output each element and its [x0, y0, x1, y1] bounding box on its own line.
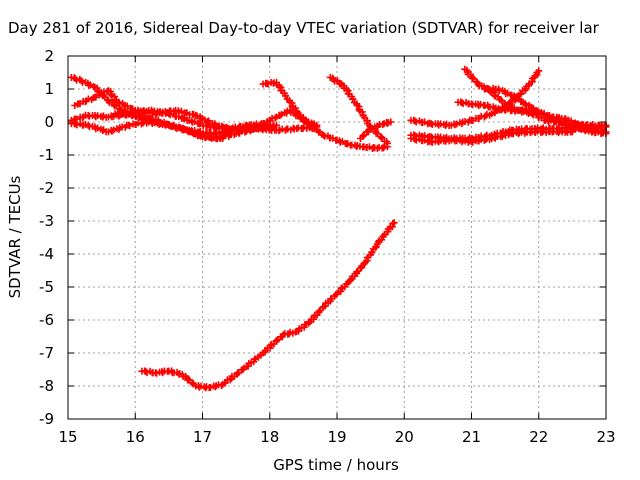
- data-point: [298, 115, 306, 123]
- data-point: [568, 128, 576, 136]
- data-point: [266, 125, 274, 133]
- data-point: [179, 114, 187, 122]
- y-tick-label: -3: [39, 212, 54, 230]
- series-trace-9: [357, 118, 395, 142]
- y-tick-label: 1: [44, 80, 54, 98]
- data-point: [390, 219, 398, 227]
- data-point: [490, 91, 498, 99]
- data-point: [94, 112, 102, 120]
- series-trace-6: [259, 78, 391, 152]
- series-trace-7: [239, 106, 321, 131]
- x-tick-label: 22: [529, 428, 548, 446]
- data-point: [146, 115, 154, 123]
- series-trace-15: [407, 127, 576, 146]
- data-point: [94, 124, 102, 132]
- x-tick-label: 19: [327, 428, 346, 446]
- data-point: [226, 376, 234, 384]
- data-point: [562, 127, 570, 135]
- data-point: [514, 130, 522, 138]
- data-point: [90, 82, 98, 90]
- data-point: [313, 121, 321, 129]
- y-tick-label: -6: [39, 311, 54, 329]
- data-point: [383, 139, 391, 147]
- data-point: [535, 67, 543, 75]
- x-tick-label: 23: [596, 428, 615, 446]
- plot-area-frame: [67, 55, 607, 420]
- data-point: [271, 114, 279, 122]
- x-axis-label: GPS time / hours: [273, 456, 399, 474]
- x-tick-label: 15: [58, 428, 77, 446]
- y-tick-label: 2: [44, 47, 54, 65]
- data-point: [389, 220, 397, 228]
- data-point: [533, 107, 541, 115]
- y-tick-label: -4: [39, 245, 54, 263]
- x-tick-label: 20: [395, 428, 414, 446]
- data-point: [315, 307, 323, 315]
- data-points: [67, 65, 610, 392]
- y-tick-label: -7: [39, 344, 54, 362]
- x-tick-label: 16: [126, 428, 145, 446]
- data-point: [507, 91, 515, 99]
- data-point: [437, 120, 445, 128]
- data-point: [548, 115, 556, 123]
- chart-title: Day 281 of 2016, Sidereal Day-to-day VTE…: [8, 19, 600, 37]
- y-axis-label: SDTVAR / TECUs: [6, 175, 24, 298]
- data-point: [107, 90, 115, 98]
- y-tick-label: -8: [39, 377, 54, 395]
- y-tick-label: -1: [39, 146, 54, 164]
- y-tick-label: -2: [39, 179, 54, 197]
- series-trace-16: [138, 219, 398, 392]
- data-point: [358, 108, 366, 116]
- y-tick-label: -9: [39, 410, 54, 428]
- y-tick-label: -5: [39, 278, 54, 296]
- x-tick-label: 17: [193, 428, 212, 446]
- x-tick-label: 21: [462, 428, 481, 446]
- data-point: [84, 121, 92, 129]
- series-trace-8: [326, 73, 391, 147]
- y-tick-label: 0: [44, 113, 54, 131]
- x-tick-label: 18: [260, 428, 279, 446]
- series-trace-14: [481, 84, 610, 138]
- data-point: [141, 113, 149, 121]
- data-point: [273, 337, 281, 345]
- data-point: [94, 87, 102, 95]
- data-point: [387, 118, 395, 126]
